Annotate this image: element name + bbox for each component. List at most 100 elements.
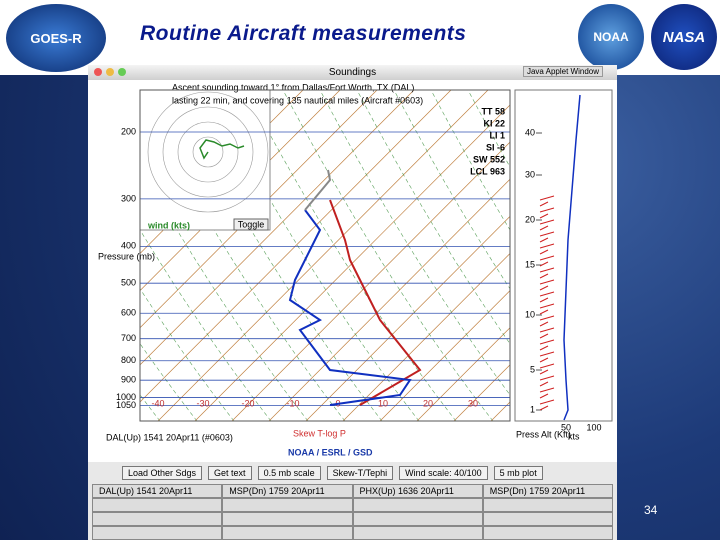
temperature-tick-label: -10 bbox=[286, 398, 299, 408]
slide-title: Routine Aircraft measurements bbox=[140, 22, 467, 45]
wind-panel bbox=[514, 89, 613, 422]
wind-barb bbox=[539, 219, 555, 225]
list-cell[interactable] bbox=[92, 526, 223, 540]
wind-barb bbox=[539, 225, 549, 231]
window-titlebar: Soundings Java Applet Window bbox=[88, 65, 617, 80]
isotherm bbox=[140, 90, 452, 403]
wind-barb bbox=[539, 285, 549, 291]
wind-barb bbox=[539, 309, 549, 315]
nasa-logo: NASA bbox=[651, 4, 717, 70]
wind-barb bbox=[539, 363, 555, 369]
hodograph-ring bbox=[162, 106, 254, 198]
list-row bbox=[92, 526, 613, 540]
stability-index: SW 552 bbox=[473, 154, 505, 164]
wind-barb bbox=[539, 345, 549, 351]
temperature-tick-label: 30 bbox=[468, 398, 478, 408]
goes-logo: GOES-R bbox=[6, 4, 106, 72]
station-label: DAL(Up) 1541 20Apr11 (#0603) bbox=[106, 432, 233, 442]
wind-barb bbox=[539, 321, 549, 327]
stability-index: SI -6 bbox=[486, 142, 505, 152]
list-cell[interactable] bbox=[482, 526, 613, 540]
wind-barb bbox=[539, 267, 555, 273]
list-cell[interactable] bbox=[92, 512, 223, 526]
temperature-tick-label: -40 bbox=[151, 398, 164, 408]
wind-axis-title: Press Alt (Kft) bbox=[516, 429, 571, 439]
isotherm bbox=[140, 90, 415, 366]
list-cell[interactable] bbox=[482, 512, 613, 526]
altitude-tick-label: 30 bbox=[525, 169, 535, 179]
pressure-tick-label: 700 bbox=[121, 333, 136, 343]
altitude-tick-label: 10 bbox=[525, 309, 535, 319]
applet-button[interactable]: Wind scale: 40/100 bbox=[399, 466, 488, 480]
isotherm bbox=[268, 178, 510, 421]
altitude-tick-label: 5 bbox=[530, 364, 535, 374]
list-cell[interactable] bbox=[352, 512, 483, 526]
wind-barb bbox=[539, 327, 555, 333]
hodograph-ring bbox=[177, 121, 239, 183]
applet-button[interactable]: Get text bbox=[208, 466, 252, 480]
list-cell[interactable] bbox=[222, 526, 353, 540]
minimize-button[interactable] bbox=[106, 68, 114, 76]
temperature-tick-label: 20 bbox=[423, 398, 433, 408]
altitude-tick-label: 20 bbox=[525, 214, 535, 224]
hodograph-ring bbox=[147, 91, 269, 213]
toggle-button[interactable] bbox=[233, 218, 269, 231]
list-cell[interactable] bbox=[222, 512, 353, 526]
list-row: DAL(Up) 1541 20Apr11 MSP(Dn) 1759 20Apr11… bbox=[92, 484, 613, 498]
pressure-tick-label: 500 bbox=[121, 278, 136, 288]
list-cell[interactable]: MSP(Dn) 1759 20Apr11 bbox=[222, 484, 353, 498]
applet-button[interactable]: Load Other Sdgs bbox=[122, 466, 203, 480]
stability-index: LCL 963 bbox=[470, 166, 505, 176]
sounding-list: DAL(Up) 1541 20Apr11 MSP(Dn) 1759 20Apr11… bbox=[92, 484, 613, 540]
wind-barb bbox=[539, 207, 555, 213]
wind-barb bbox=[539, 213, 549, 219]
toggle-label[interactable]: Toggle bbox=[238, 219, 265, 229]
pressure-tick-label: 600 bbox=[121, 308, 136, 318]
close-button[interactable] bbox=[94, 68, 102, 76]
hodograph-label: wind (kts) bbox=[147, 220, 190, 230]
noaa-logo: NOAA bbox=[578, 4, 644, 70]
wind-barb bbox=[539, 333, 549, 339]
speed-label: kts bbox=[568, 431, 580, 441]
hodograph-box bbox=[139, 89, 271, 231]
dry-adiabat bbox=[245, 90, 457, 421]
list-cell[interactable] bbox=[222, 498, 353, 512]
temperature-tick-label: 10 bbox=[378, 398, 388, 408]
isotherm bbox=[305, 215, 510, 421]
chart-caption: Skew T-log P bbox=[293, 428, 346, 438]
stability-index: LI 1 bbox=[489, 130, 505, 140]
wind-barb bbox=[539, 339, 555, 345]
wind-barb bbox=[539, 243, 555, 249]
list-cell[interactable] bbox=[92, 498, 223, 512]
stability-index: KI 22 bbox=[483, 118, 505, 128]
page-number: 34 bbox=[644, 503, 658, 517]
list-cell[interactable] bbox=[482, 498, 613, 512]
pressure-tick-label: 900 bbox=[121, 375, 136, 385]
isotherm bbox=[453, 364, 510, 421]
applet-button[interactable]: 5 mb plot bbox=[493, 466, 543, 480]
zoom-button[interactable] bbox=[118, 68, 126, 76]
list-cell[interactable] bbox=[352, 498, 483, 512]
pressure-axis-title: Pressure (mb) bbox=[98, 251, 155, 261]
list-cell[interactable]: DAL(Up) 1541 20Apr11 bbox=[92, 484, 223, 498]
pressure-tick-label: 200 bbox=[121, 126, 136, 136]
applet-button[interactable]: Skew-T/Tephi bbox=[326, 466, 394, 480]
list-cell[interactable]: PHX(Up) 1636 20Apr11 bbox=[352, 484, 483, 498]
altitude-tick-label: 15 bbox=[525, 259, 535, 269]
list-cell[interactable]: MSP(Dn) 1759 20Apr11 bbox=[482, 484, 613, 498]
applet-badge: Java Applet Window bbox=[522, 66, 603, 77]
wind-barb bbox=[539, 195, 555, 201]
applet-window: Soundings Java Applet Window wind (kts) … bbox=[88, 65, 617, 540]
list-cell[interactable] bbox=[352, 526, 483, 540]
wind-barb bbox=[539, 357, 549, 363]
applet-button[interactable]: 0.5 mb scale bbox=[257, 466, 321, 480]
wind-barb bbox=[539, 303, 555, 309]
wind-barb bbox=[539, 393, 549, 399]
pressure-tick-label: 300 bbox=[121, 193, 136, 203]
hodograph-ring bbox=[192, 136, 224, 168]
speed-tick-label: 100 bbox=[586, 422, 601, 432]
isotherm bbox=[379, 290, 510, 421]
wind-barb bbox=[539, 201, 549, 207]
stability-index: TT 58 bbox=[481, 106, 505, 116]
